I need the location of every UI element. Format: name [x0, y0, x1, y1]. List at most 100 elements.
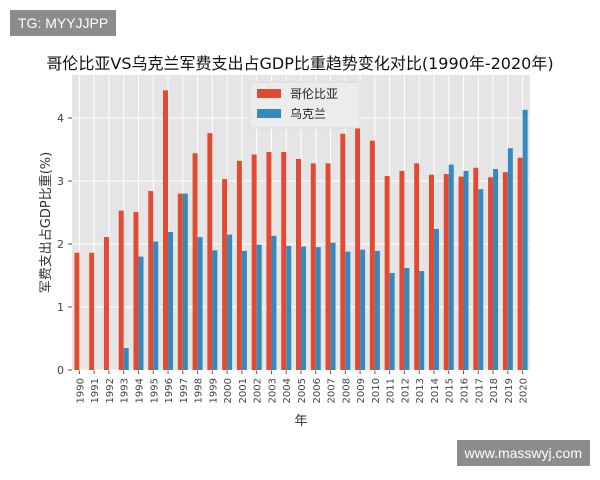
bar-ukraine — [138, 256, 144, 370]
bar-colombia — [118, 210, 124, 370]
legend-swatch — [257, 89, 281, 98]
x-axis-label: 年 — [294, 414, 307, 429]
bar-ukraine — [212, 250, 218, 370]
x-tick-label: 2014 — [430, 378, 441, 403]
bar-ukraine — [256, 244, 262, 370]
y-tick-label: 0 — [57, 364, 64, 377]
x-tick-label: 2011 — [386, 378, 397, 403]
bar-colombia — [177, 193, 183, 370]
x-tick-label: 1992 — [105, 378, 116, 403]
bar-ukraine — [271, 235, 277, 370]
watermark-bottom: www.masswyj.com — [456, 440, 590, 466]
x-tick-label: 2020 — [519, 378, 530, 403]
bar-ukraine — [478, 189, 484, 370]
bar-colombia — [74, 252, 80, 370]
x-tick-label: 1991 — [90, 378, 101, 403]
y-axis-label: 军费支出占GDP比重(%) — [38, 152, 54, 293]
x-tick-label: 2002 — [253, 378, 264, 403]
bar-ukraine — [433, 228, 439, 370]
x-tick-label: 2004 — [282, 378, 293, 403]
bar-ukraine — [197, 237, 203, 370]
bar-colombia — [325, 163, 331, 370]
bar-colombia — [207, 133, 213, 370]
bar-colombia — [236, 160, 242, 370]
bar-ukraine — [507, 148, 513, 370]
bar-ukraine — [463, 170, 469, 370]
bar-ukraine — [227, 234, 233, 370]
bar-colombia — [473, 167, 479, 370]
x-tick-label: 2000 — [223, 378, 234, 403]
bar-ukraine — [123, 347, 129, 370]
x-tick-label: 2003 — [267, 378, 278, 403]
x-tick-label: 1997 — [179, 378, 190, 403]
bar-colombia — [488, 177, 494, 370]
x-tick-label: 2009 — [356, 378, 367, 403]
watermark-top: TG: MYYJJPP — [10, 10, 117, 36]
bar-colombia — [192, 153, 198, 370]
bar-colombia — [148, 191, 154, 370]
x-tick-label: 2016 — [460, 378, 471, 403]
bar-ukraine — [182, 193, 188, 370]
x-tick-label: 1995 — [149, 378, 160, 403]
bar-colombia — [281, 152, 287, 370]
x-tick-label: 2017 — [474, 378, 485, 403]
x-tick-label: 2006 — [312, 378, 323, 403]
bar-ukraine — [301, 246, 306, 370]
bar-colombia — [502, 172, 508, 370]
x-tick-label: 1990 — [75, 378, 86, 403]
x-tick-label: 2001 — [238, 378, 249, 403]
bar-colombia — [296, 158, 301, 370]
bar-ukraine — [419, 271, 425, 370]
bar-ukraine — [153, 241, 159, 370]
bar-colombia — [310, 163, 316, 370]
bar-colombia — [399, 170, 405, 370]
y-tick-label: 1 — [57, 301, 64, 314]
bar-colombia — [222, 179, 228, 370]
x-tick-label: 2008 — [341, 378, 352, 403]
bar-colombia — [428, 174, 434, 370]
bar-colombia — [340, 133, 346, 370]
x-tick-label: 2019 — [504, 378, 515, 403]
bar-colombia — [443, 174, 449, 370]
bar-ukraine — [522, 109, 528, 370]
y-tick-label: 3 — [57, 175, 64, 188]
bar-colombia — [458, 176, 464, 370]
x-tick-label: 2018 — [489, 378, 500, 403]
bar-colombia — [384, 175, 390, 370]
bar-colombia — [355, 124, 361, 371]
x-tick-label: 2007 — [327, 378, 338, 403]
bar-colombia — [103, 237, 109, 370]
x-tick-label: 1996 — [164, 378, 175, 403]
bar-ukraine — [493, 169, 499, 370]
bar-ukraine — [168, 232, 174, 370]
bar-colombia — [266, 152, 272, 370]
chart-title: 哥伦比亚VS乌克兰军费支出占GDP比重趋势变化对比(1990年-2020年) — [46, 54, 554, 73]
bar-ukraine — [241, 250, 247, 370]
bar-ukraine — [360, 249, 366, 370]
x-tick-label: 2010 — [371, 378, 382, 403]
x-tick-label: 1994 — [134, 378, 145, 403]
x-tick-label: 1999 — [208, 378, 219, 403]
bar-colombia — [251, 154, 257, 370]
x-tick-label: 1998 — [194, 378, 205, 403]
bar-ukraine — [286, 245, 292, 370]
x-tick-label: 2013 — [415, 378, 426, 403]
legend-label: 哥伦比亚 — [290, 86, 338, 101]
bar-colombia — [517, 157, 523, 370]
bar-colombia — [163, 90, 169, 370]
y-tick-label: 4 — [57, 112, 64, 125]
x-tick-label: 2005 — [297, 378, 308, 403]
bar-ukraine — [315, 247, 321, 370]
bar-ukraine — [389, 272, 395, 370]
bar-ukraine — [448, 164, 454, 370]
y-tick-label: 2 — [57, 238, 64, 251]
bar-ukraine — [404, 267, 410, 370]
bar-colombia — [89, 252, 95, 370]
bar-colombia — [369, 140, 375, 370]
bar-colombia — [133, 211, 139, 370]
legend-swatch — [257, 109, 281, 118]
bar-ukraine — [345, 251, 351, 370]
x-tick-label: 2012 — [400, 378, 411, 403]
x-tick-label: 2015 — [445, 378, 456, 403]
